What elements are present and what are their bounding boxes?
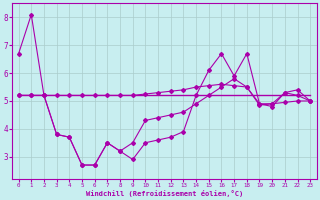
X-axis label: Windchill (Refroidissement éolien,°C): Windchill (Refroidissement éolien,°C) — [86, 190, 243, 197]
